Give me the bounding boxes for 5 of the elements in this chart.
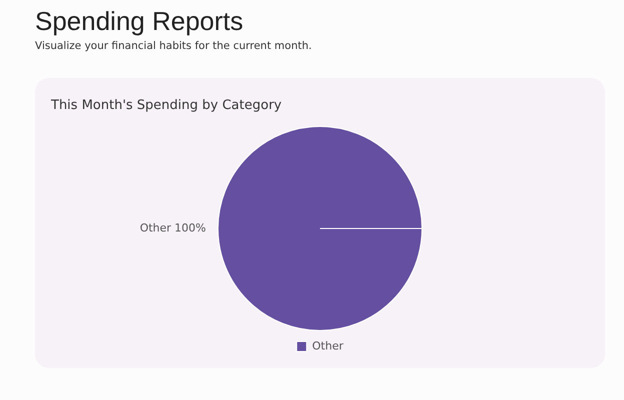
text: This Month's Spending by Category <box>51 98 282 113</box>
chart-subtitle: Visualize your financial habits for the current month. <box>35 40 312 52</box>
legend-label: Other <box>312 339 344 352</box>
chart-title: Spending Reports <box>35 6 244 37</box>
data-label: Other 100% <box>140 221 206 234</box>
